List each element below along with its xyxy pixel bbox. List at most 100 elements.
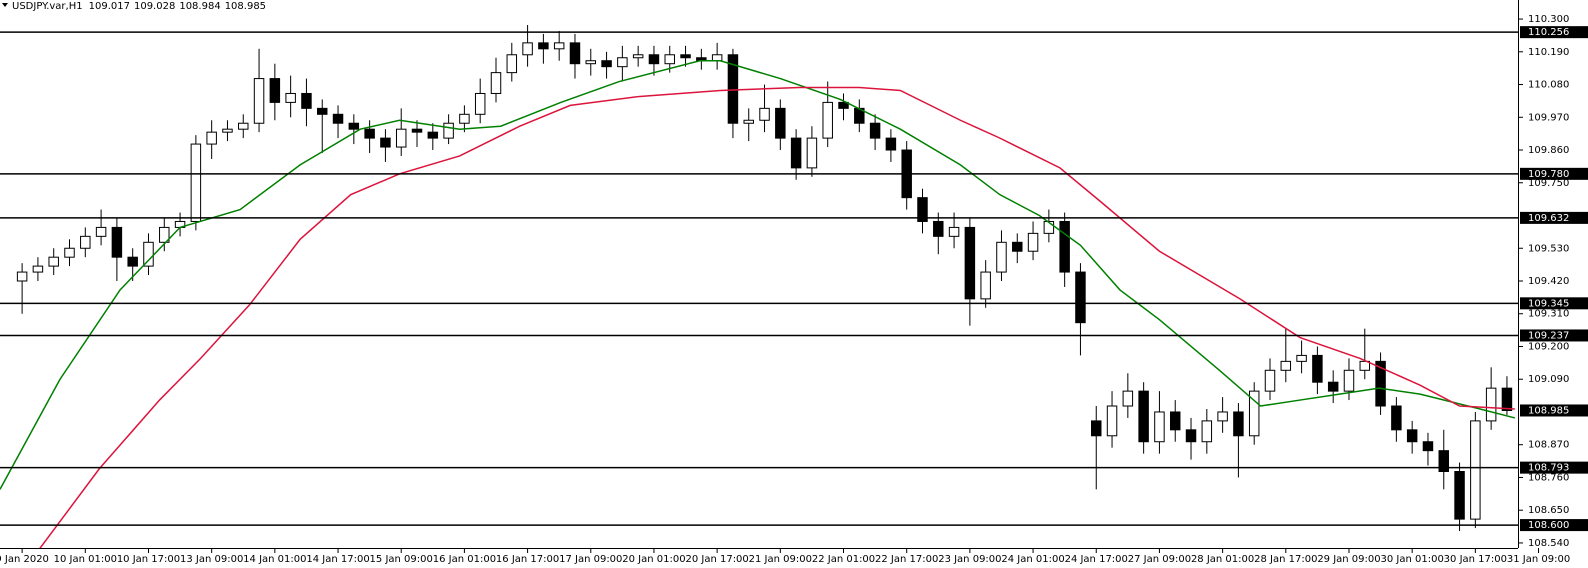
x-tick-label: 17 Jan 09:00 xyxy=(559,554,622,565)
candle-body xyxy=(648,54,660,65)
high-price: 109.028 xyxy=(134,1,175,12)
candle-body xyxy=(474,92,486,115)
x-tick-label: 14 Jan 01:00 xyxy=(243,554,306,565)
x-tick-label: 22 Jan 01:00 xyxy=(812,554,875,565)
x-tick-label: 23 Jan 09:00 xyxy=(938,554,1001,565)
candle-body xyxy=(80,235,91,249)
y-tick-label: 108.870 xyxy=(1528,440,1569,451)
candle-body xyxy=(332,113,344,124)
moving-average-line xyxy=(39,86,1515,548)
x-tick-label: 20 Jan 01:00 xyxy=(622,554,685,565)
price-tag-label: 109.345 xyxy=(1528,298,1569,309)
candle-body xyxy=(1012,241,1023,252)
candle-body xyxy=(1138,390,1149,443)
chart-header: USDJPY.var,H1 109.017 109.028 108.984 108.98… xyxy=(12,1,266,12)
candle-body xyxy=(1312,354,1323,383)
x-tick-label: 28 Jan 01:00 xyxy=(1191,554,1254,565)
y-tick-label: 108.650 xyxy=(1528,505,1569,516)
candle-body xyxy=(964,226,976,300)
candle-body xyxy=(269,78,281,103)
candle-body xyxy=(1438,450,1449,473)
candle-body xyxy=(1391,405,1402,431)
candle-body xyxy=(727,54,739,124)
candle-body xyxy=(1454,471,1465,520)
y-tick-label: 108.540 xyxy=(1528,538,1569,549)
symbol: USDJPY.var,H1 xyxy=(12,1,83,12)
x-tick-label: 14 Jan 17:00 xyxy=(306,554,369,565)
moving-average-line xyxy=(0,59,1516,490)
close-price: 108.985 xyxy=(225,1,266,12)
candle-body xyxy=(790,137,802,169)
candle-body xyxy=(569,42,581,65)
candle-body xyxy=(159,226,170,243)
candle-body xyxy=(1027,232,1039,252)
candle-body xyxy=(1343,369,1355,392)
y-tick-label: 109.530 xyxy=(1528,243,1569,254)
candle-body xyxy=(775,107,786,139)
y-tick-label: 109.750 xyxy=(1528,178,1569,189)
candle-body xyxy=(632,54,644,59)
x-tick-label: 10 Jan 01:00 xyxy=(54,554,117,565)
open-price: 109.017 xyxy=(89,1,130,12)
price-tag-label: 110.256 xyxy=(1528,27,1569,38)
candle-body xyxy=(1359,360,1371,371)
x-tick-label: 30 Jan 17:00 xyxy=(1444,554,1507,565)
candle-body xyxy=(617,57,628,68)
low-price: 108.984 xyxy=(179,1,220,12)
x-tick-label: 16 Jan 17:00 xyxy=(496,554,559,565)
y-tick-label: 110.300 xyxy=(1528,14,1569,25)
candle-body xyxy=(127,256,138,267)
menu-triangle[interactable] xyxy=(2,3,8,7)
price-tag xyxy=(1520,329,1588,342)
x-tick-label: 20 Jan 17:00 xyxy=(685,554,748,565)
x-tick-label: 9 Jan 2020 xyxy=(0,554,49,565)
candle-body xyxy=(222,128,233,133)
price-tag-label: 108.600 xyxy=(1528,520,1569,531)
x-tick-label: 29 Jan 09:00 xyxy=(1317,554,1380,565)
candle-body xyxy=(553,42,565,50)
candle-body xyxy=(443,122,454,139)
candle-body xyxy=(190,143,202,222)
candle-body xyxy=(1154,411,1165,443)
candle-body xyxy=(490,72,502,94)
candle-body xyxy=(838,101,849,109)
x-tick-label: 30 Jan 01:00 xyxy=(1381,554,1444,565)
candle-body xyxy=(680,54,691,59)
price-tag-label: 108.793 xyxy=(1528,463,1569,474)
x-tick-label: 27 Jan 09:00 xyxy=(1128,554,1191,565)
candle-body xyxy=(711,54,723,62)
candle-body xyxy=(1091,420,1102,437)
x-tick-label: 31 Jan 09:00 xyxy=(1507,554,1570,565)
candle-body xyxy=(395,128,407,148)
x-tick-label: 13 Jan 09:00 xyxy=(180,554,243,565)
candle-body xyxy=(1185,429,1197,443)
candle-body xyxy=(348,122,360,130)
candle-body xyxy=(743,119,754,124)
x-tick-label: 15 Jan 09:00 xyxy=(370,554,433,565)
x-tick-label: 21 Jan 09:00 xyxy=(749,554,812,565)
candle-body xyxy=(917,197,928,222)
y-tick-label: 109.860 xyxy=(1528,145,1569,156)
candle-body xyxy=(1280,360,1292,371)
candle-body xyxy=(1422,441,1434,452)
candle-body xyxy=(980,271,991,300)
candle-body xyxy=(806,137,818,169)
candle-body xyxy=(664,54,675,65)
candle-body xyxy=(506,54,518,74)
y-tick-label: 109.970 xyxy=(1528,112,1569,123)
y-tick-label: 109.200 xyxy=(1528,341,1569,352)
candle-body xyxy=(143,241,154,267)
y-tick-label: 109.310 xyxy=(1528,309,1569,320)
candle-body xyxy=(1248,390,1260,437)
candle-body xyxy=(996,241,1007,273)
candle-body xyxy=(948,226,960,237)
x-tick-label: 16 Jan 01:00 xyxy=(433,554,496,565)
candle-body xyxy=(1075,271,1086,324)
candle-body xyxy=(1122,390,1134,407)
candle-body xyxy=(206,131,217,145)
candle-body xyxy=(585,60,597,65)
price-tag-label: 109.780 xyxy=(1528,169,1569,180)
y-tick-label: 108.760 xyxy=(1528,472,1569,483)
x-tick-label: 28 Jan 17:00 xyxy=(1254,554,1317,565)
